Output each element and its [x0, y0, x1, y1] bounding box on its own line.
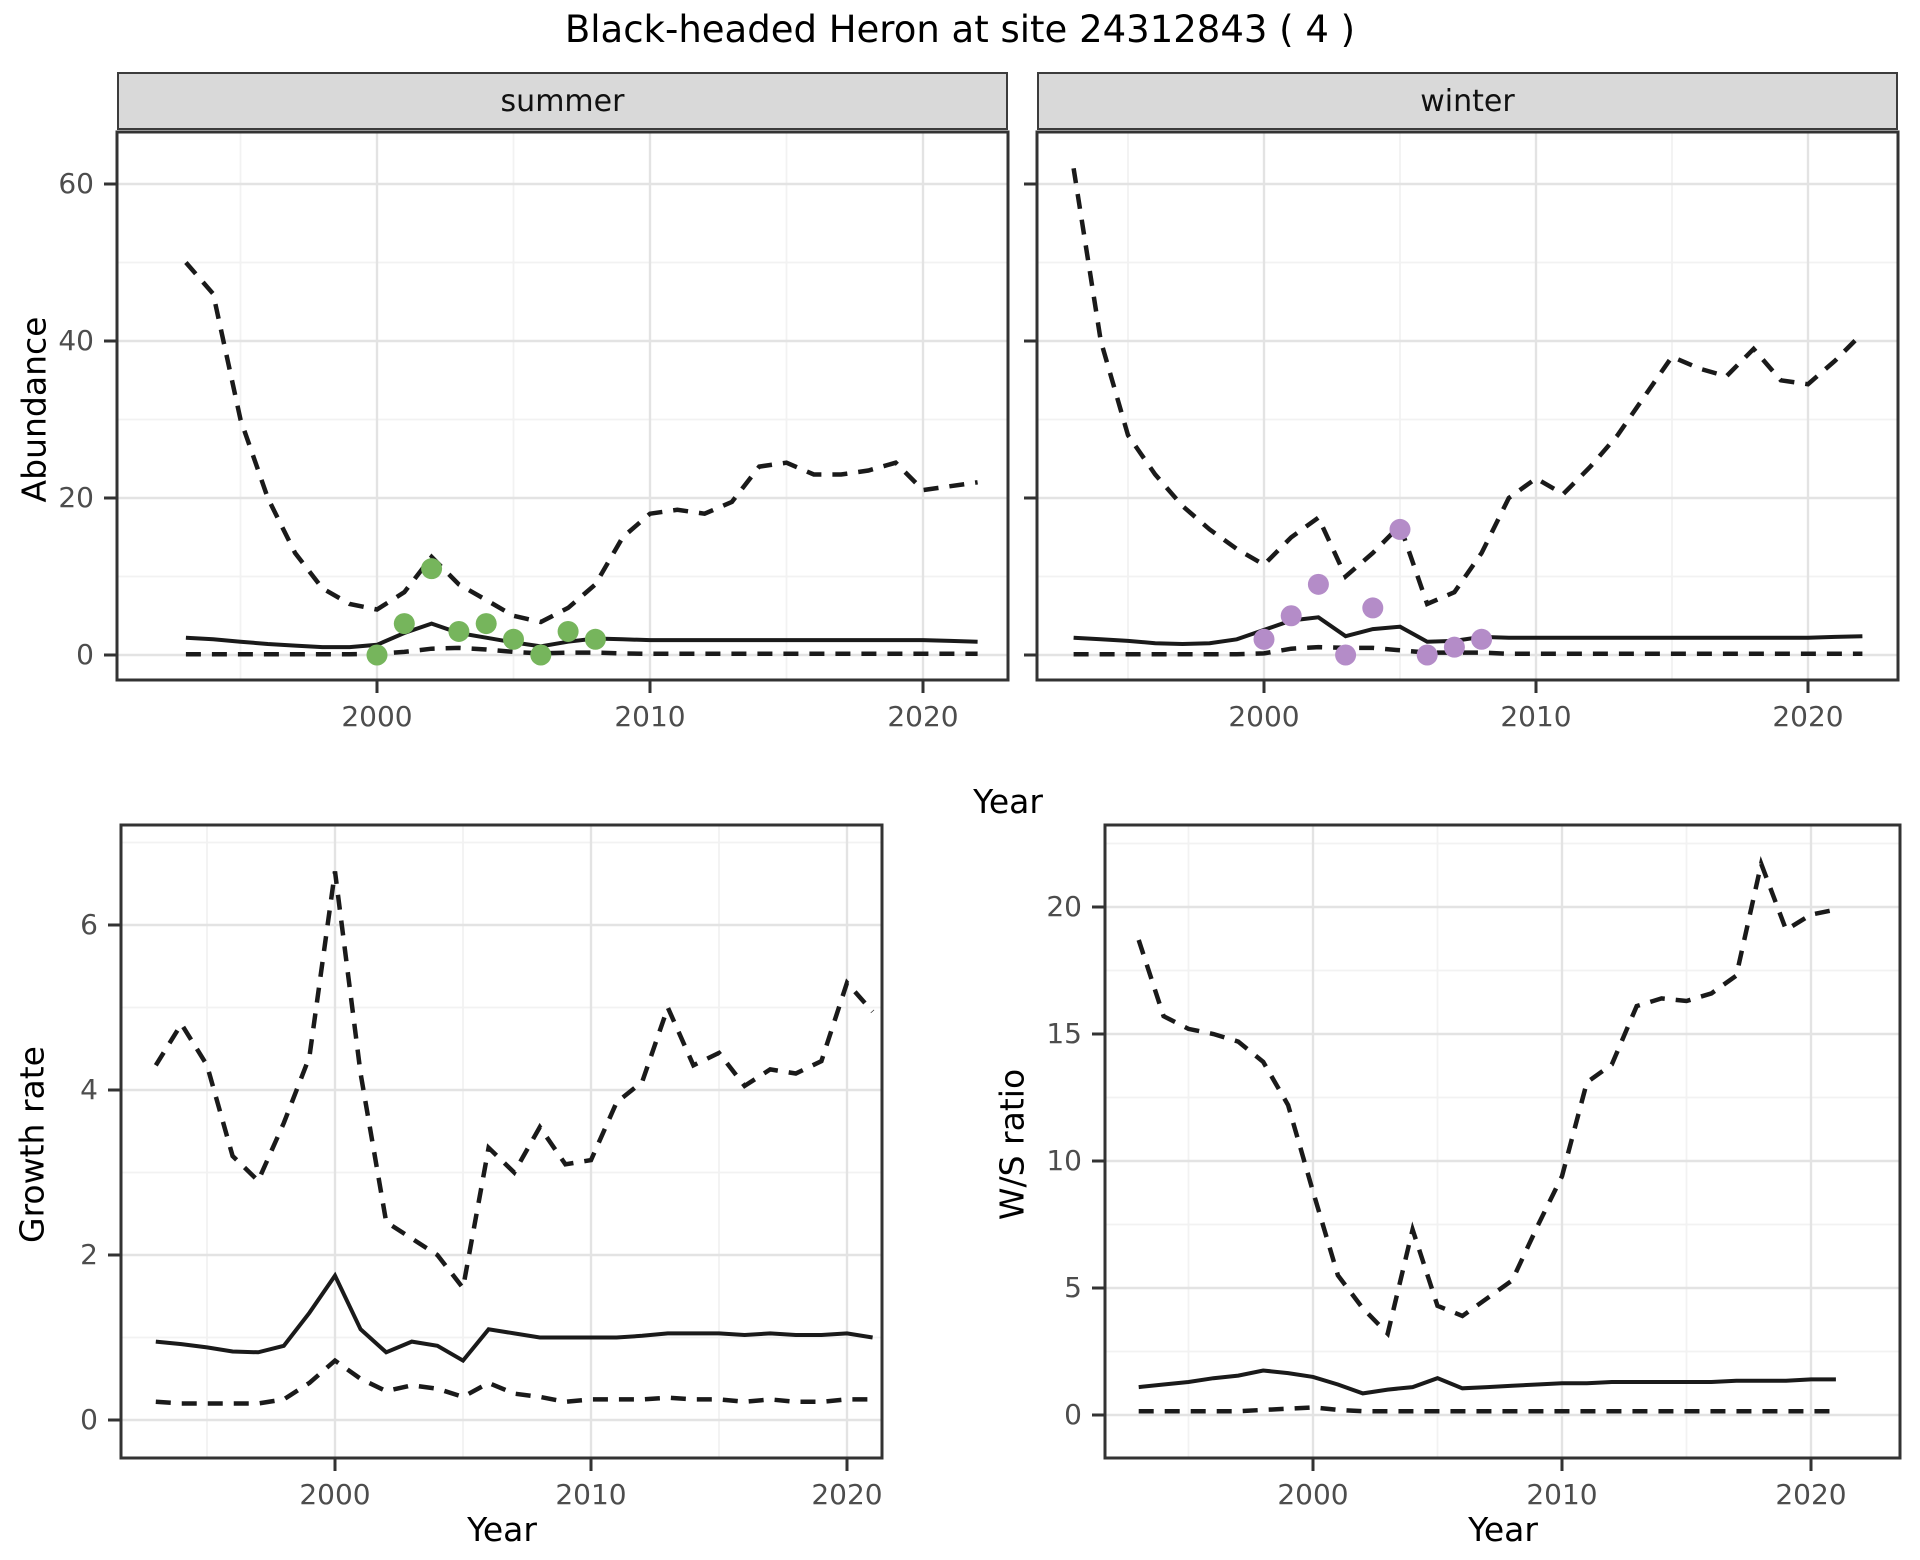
growth-rate-median-line	[155, 1271, 873, 1364]
y-tick-label: 10	[1046, 1144, 1082, 1177]
data-point-observed-counts-winter	[1471, 628, 1493, 650]
data-point-observed-counts-winter	[1307, 573, 1329, 595]
x-tick-label: 2000	[299, 1478, 371, 1511]
data-point-observed-counts-summer	[557, 620, 579, 642]
facet-strip-summer-label: summer	[500, 83, 625, 119]
y-tick-label: 20	[1046, 890, 1082, 923]
x-tick-label: 2000	[1277, 1478, 1349, 1511]
abundance-summer-median-line	[185, 621, 978, 650]
x-tick-label: 2000	[341, 700, 413, 733]
figure-title: Black-headed Heron at site 24312843 ( 4 …	[564, 8, 1356, 51]
x-tick-label: 2020	[1775, 1478, 1847, 1511]
data-point-observed-counts-summer	[366, 644, 388, 666]
data-point-observed-counts-summer	[530, 644, 552, 666]
data-point-observed-counts-winter	[1443, 636, 1465, 658]
data-point-observed-counts-winter	[1389, 518, 1411, 540]
x-tick-label: 2000	[1228, 700, 1300, 733]
y-tick-label: 60	[58, 167, 94, 200]
y-tick-label: 0	[76, 638, 94, 671]
x-tick-label: 2010	[1500, 700, 1572, 733]
abundance-winter-upper_95ci-line	[1071, 167, 1864, 608]
ws-ratio-median-line	[1138, 1368, 1836, 1396]
panel-border-ws-ratio	[1103, 823, 1902, 1460]
abundance-summer-lower_95ci-line	[185, 645, 978, 657]
x-tick-label: 2020	[887, 700, 959, 733]
growth-rate-upper_95ci-line	[153, 871, 875, 1294]
facet-strip-summer: summer	[117, 72, 1008, 130]
data-point-observed-counts-summer	[475, 613, 497, 635]
y-tick-label: 5	[1064, 1271, 1082, 1304]
data-point-observed-counts-summer	[584, 628, 606, 650]
data-point-observed-counts-summer	[503, 628, 524, 650]
facet-strip-winter: winter	[1037, 72, 1898, 130]
ws-ratio-upper_95ci-line	[1136, 855, 1837, 1339]
x-tick-label: 2020	[1772, 700, 1844, 733]
data-point-observed-counts-winter	[1362, 597, 1384, 619]
data-point-observed-counts-winter	[1253, 628, 1275, 650]
abundance-summer-upper_95ci-line	[184, 261, 978, 625]
panel-border-abundance-summer	[115, 130, 1010, 682]
y-tick-label: 20	[58, 481, 94, 514]
data-point-observed-counts-winter	[1280, 605, 1302, 627]
y-tick-label: 15	[1046, 1017, 1082, 1050]
y-tick-label: 4	[80, 1073, 98, 1106]
abundance-winter-median-line	[1073, 615, 1863, 647]
x-axis-title-year-bottom-left: Year	[467, 1510, 537, 1549]
data-point-observed-counts-summer	[421, 558, 443, 580]
y-tick-label: 0	[1064, 1398, 1082, 1431]
panel-border-abundance-winter	[1035, 130, 1900, 682]
y-tick-label: 40	[58, 324, 94, 357]
y-tick-label: 6	[80, 908, 98, 941]
data-point-observed-counts-winter	[1335, 644, 1357, 666]
facet-strip-winter-label: winter	[1420, 83, 1515, 119]
abundance-winter-lower_95ci-line	[1073, 644, 1863, 657]
x-axis-title-year-bottom-right: Year	[1468, 1510, 1538, 1549]
x-tick-label: 2010	[555, 1478, 627, 1511]
data-point-observed-counts-summer	[448, 620, 470, 642]
data-point-observed-counts-summer	[393, 613, 415, 635]
data-point-observed-counts-winter	[1416, 644, 1438, 666]
y-tick-label: 2	[80, 1238, 98, 1271]
x-tick-label: 2020	[811, 1478, 883, 1511]
x-tick-label: 2010	[1526, 1478, 1598, 1511]
growth-rate-lower_95ci-line	[155, 1357, 873, 1406]
panel-border-growth-rate	[119, 823, 884, 1460]
x-tick-label: 2010	[614, 700, 686, 733]
y-tick-label: 0	[80, 1403, 98, 1436]
ws-ratio-lower_95ci-line	[1138, 1405, 1836, 1414]
x-axis-title-year-top: Year	[973, 782, 1043, 821]
